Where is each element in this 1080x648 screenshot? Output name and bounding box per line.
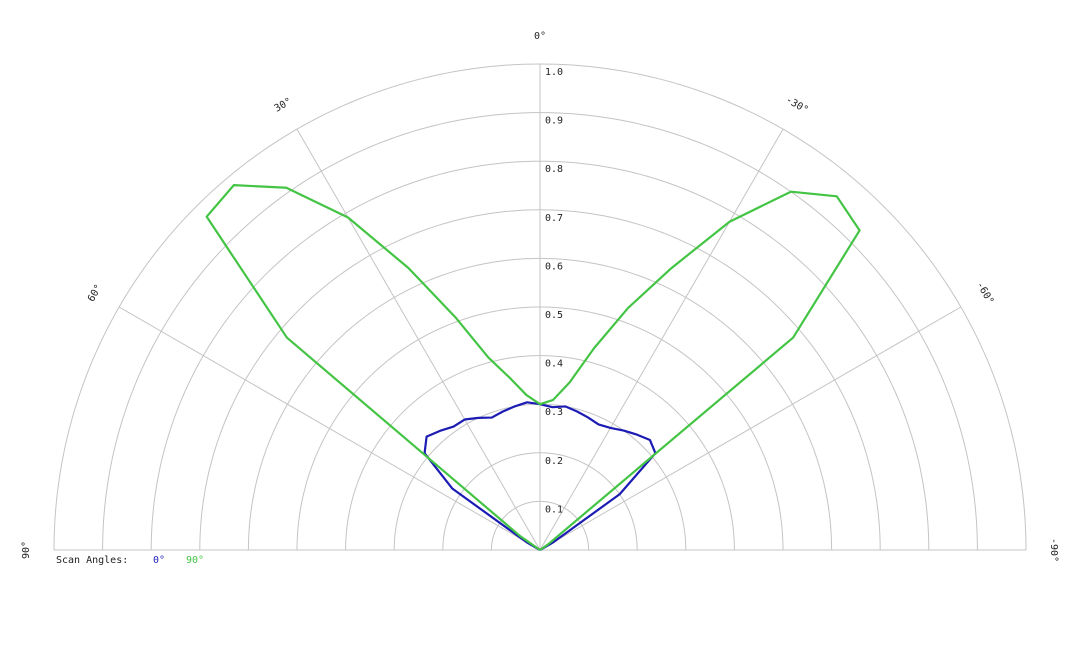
r-tick-label: 0.4 bbox=[545, 359, 563, 370]
r-tick-label: 0.1 bbox=[545, 504, 563, 515]
angle-label: 0° bbox=[534, 31, 546, 42]
r-tick-label: 1.0 bbox=[545, 67, 563, 78]
grid-spoke bbox=[539, 128, 784, 551]
r-tick-label: 0.8 bbox=[545, 164, 563, 175]
r-tick-label: 0.9 bbox=[545, 116, 563, 127]
grid-spoke bbox=[296, 128, 541, 551]
r-tick-label: 0.5 bbox=[545, 310, 563, 321]
legend-title: Scan Angles: bbox=[56, 555, 128, 566]
r-tick-label: 0.2 bbox=[545, 456, 563, 467]
angle-label: 60° bbox=[86, 283, 105, 304]
series-line bbox=[205, 184, 861, 551]
angle-label: -30° bbox=[784, 95, 810, 117]
angle-label: -90° bbox=[1048, 538, 1059, 562]
r-tick-label: 0.7 bbox=[545, 213, 563, 224]
angle-label: -60° bbox=[974, 280, 996, 306]
grid-spoke bbox=[539, 306, 962, 551]
angle-label: 90° bbox=[21, 541, 32, 559]
grid-spoke bbox=[118, 306, 541, 551]
legend-entry: 0° bbox=[153, 555, 165, 566]
legend-entry: 90° bbox=[186, 555, 204, 566]
r-tick-label: 0.6 bbox=[545, 261, 563, 272]
angle-label: 30° bbox=[273, 96, 294, 115]
r-tick-label: 0.3 bbox=[545, 407, 563, 418]
